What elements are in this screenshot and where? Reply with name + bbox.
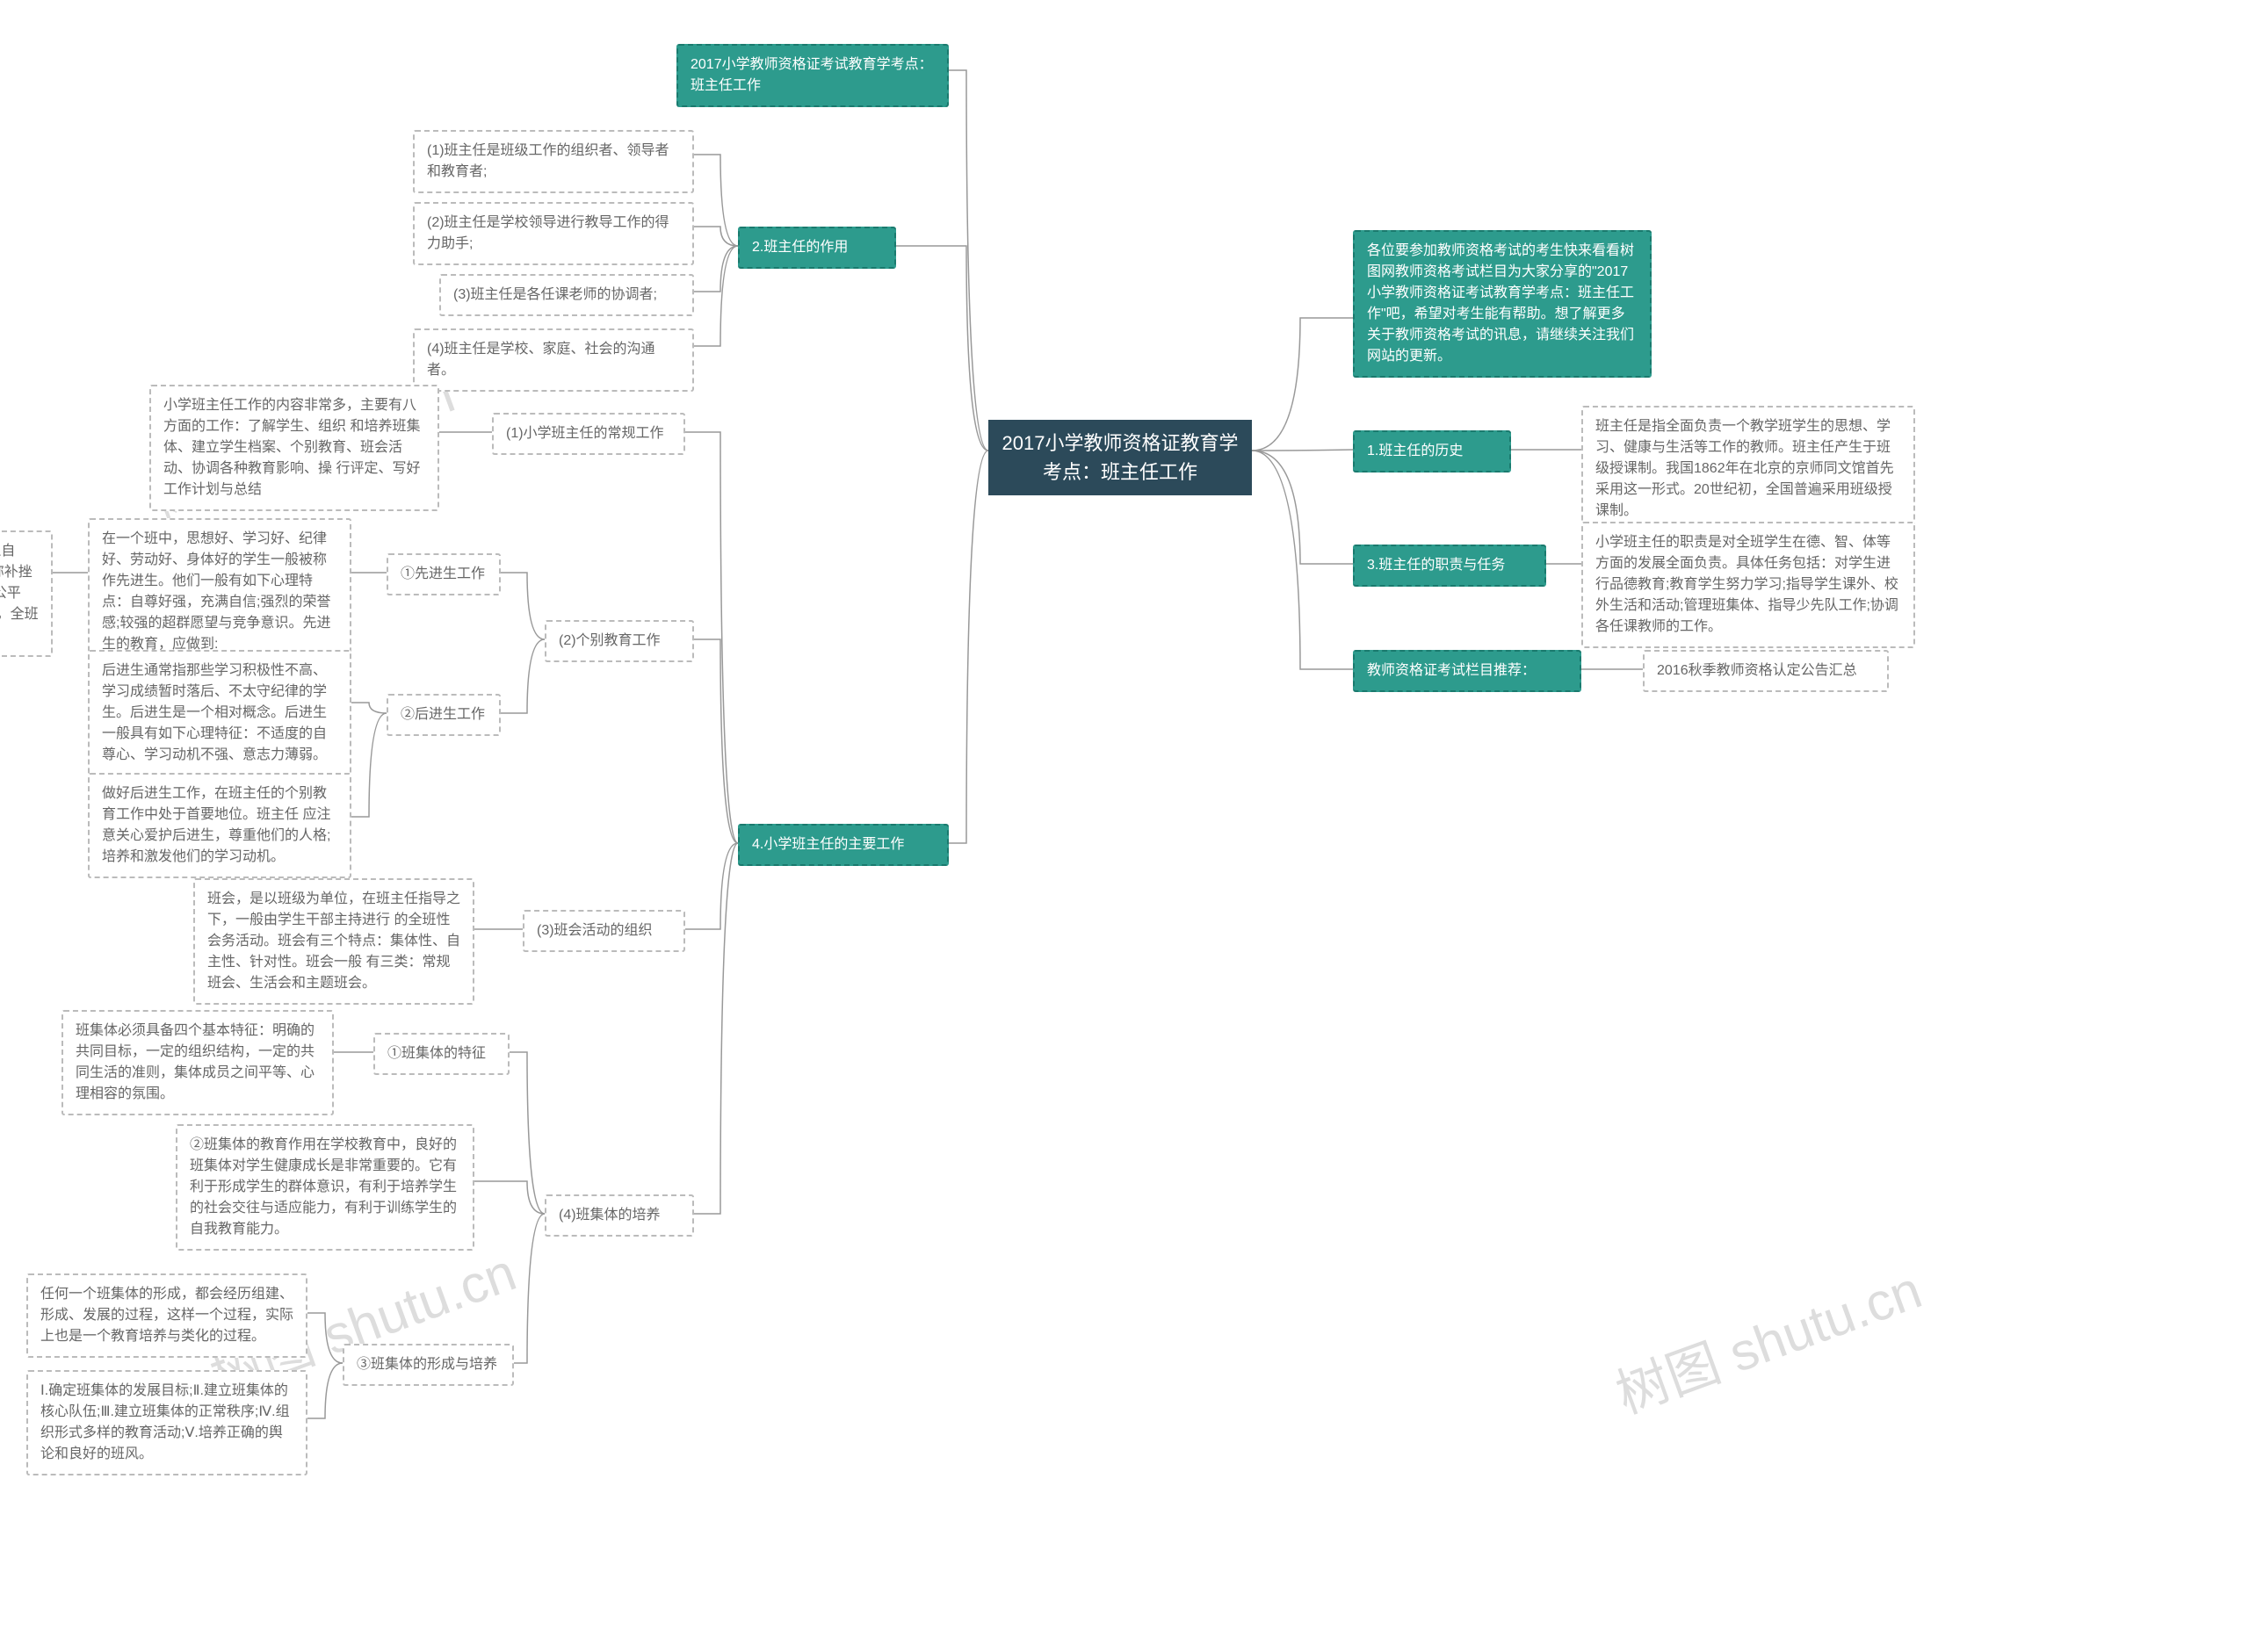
role-child-1: (1)班主任是班级工作的组织者、领导者和教育者;: [413, 130, 694, 193]
role-child-3: (3)班主任是各任课老师的协调者;: [439, 274, 694, 316]
watermark: 树图 shutu.cn: [1604, 1247, 1930, 1428]
mainwork-4-c: ③班集体的形成与培养: [343, 1344, 514, 1386]
left-node-mainwork: 4.小学班主任的主要工作: [738, 824, 949, 866]
mainwork-4-a: ①班集体的特征: [373, 1033, 510, 1075]
right-node-duty-detail: 小学班主任的职责是对全班学生在德、智、体等方面的发展全面负责。具体任务包括：对学…: [1581, 522, 1915, 648]
mainwork-2-b: ②后进生工作: [387, 694, 501, 736]
mainwork-4-a-detail: 班集体必须具备四个基本特征：明确的共同目标，一定的组织结构，一定的共同生活的准则…: [61, 1010, 334, 1115]
mainwork-2-b-detail1: 后进生通常指那些学习积极性不高、学习成绩暂时落后、不太守纪律的学生。后进生是一个…: [88, 650, 351, 776]
root-node: 2017小学教师资格证教育学考点：班主任工作: [988, 420, 1252, 495]
role-child-2: (2)班主任是学校领导进行教导工作的得力助手;: [413, 202, 694, 265]
mainwork-2-a-detail: 在一个班中，思想好、学习好、纪律好、劳动好、身体好的学生一般被称作先进生。他们一…: [88, 518, 351, 666]
mainwork-2-a-detail2: 1.严格要求，防止自满;Ⅱ.不断激励，弥补挫折;Ⅲ.消除嫉妒，公平 竞争;Ⅳ.发…: [0, 530, 53, 657]
right-node-history: 1.班主任的历史: [1353, 430, 1511, 473]
intro-node: 各位要参加教师资格考试的考生快来看看树图网教师资格考试栏目为大家分享的"2017…: [1353, 230, 1652, 378]
right-node-recommend: 教师资格证考试栏目推荐：: [1353, 650, 1581, 692]
mainwork-4: (4)班集体的培养: [545, 1194, 694, 1237]
right-node-duty: 3.班主任的职责与任务: [1353, 545, 1546, 587]
mainwork-1: (1)小学班主任的常规工作: [492, 413, 685, 455]
left-node-role: 2.班主任的作用: [738, 227, 896, 269]
mainwork-2: (2)个别教育工作: [545, 620, 694, 662]
mainwork-3-detail: 班会，是以班级为单位，在班主任指导之下，一般由学生干部主持进行 的全班性会务活动…: [193, 878, 474, 1005]
mainwork-4-b: ②班集体的教育作用在学校教育中，良好的班集体对学生健康成长是非常重要的。它有利于…: [176, 1124, 474, 1251]
mainwork-3: (3)班会活动的组织: [523, 910, 685, 952]
right-node-history-detail: 班主任是指全面负责一个教学班学生的思想、学习、健康与生活等工作的教师。班主任产生…: [1581, 406, 1915, 532]
role-child-4: (4)班主任是学校、家庭、社会的沟通者。: [413, 328, 694, 392]
mainwork-2-a: ①先进生工作: [387, 553, 501, 595]
mainwork-4-c-detail1: 任何一个班集体的形成，都会经历组建、形成、发展的过程，这样一个过程，实际上也是一…: [26, 1273, 307, 1358]
mainwork-2-b-detail2: 做好后进生工作，在班主任的个别教育工作中处于首要地位。班主任 应注意关心爱护后进…: [88, 773, 351, 878]
mainwork-4-c-detail2: Ⅰ.确定班集体的发展目标;Ⅱ.建立班集体的核心队伍;Ⅲ.建立班集体的正常秩序;Ⅳ…: [26, 1370, 307, 1475]
left-title-node: 2017小学教师资格证考试教育学考点：班主任工作: [676, 44, 949, 107]
mainwork-1-detail: 小学班主任工作的内容非常多，主要有八方面的工作：了解学生、组织 和培养班集体、建…: [149, 385, 439, 511]
right-node-recommend-detail: 2016秋季教师资格认定公告汇总: [1643, 650, 1889, 692]
